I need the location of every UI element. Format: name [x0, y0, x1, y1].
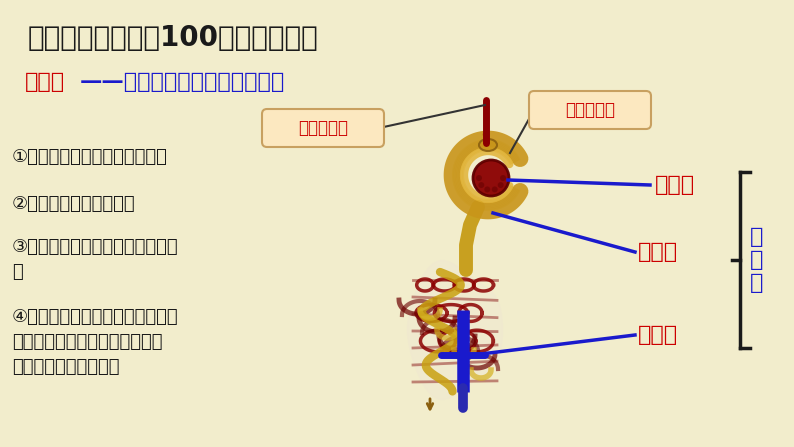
Text: 肾小管: 肾小管	[638, 325, 678, 345]
Circle shape	[476, 175, 482, 181]
Circle shape	[498, 182, 503, 188]
FancyBboxPatch shape	[529, 91, 651, 129]
Text: 肾小球: 肾小球	[655, 175, 695, 195]
Text: 入球小动脉: 入球小动脉	[298, 119, 348, 137]
Text: 肾小囊: 肾小囊	[638, 242, 678, 262]
Text: ③肾小球的两端叫什么？流什么血
？: ③肾小球的两端叫什么？流什么血 ？	[12, 238, 179, 281]
Text: ④肾小囊和肾小管组成的结构像什
么？经过肾小管周围的毛细血管
时血液发生什么变化？: ④肾小囊和肾小管组成的结构像什 么？经过肾小管周围的毛细血管 时血液发生什么变化…	[12, 308, 179, 376]
Text: 肾单位: 肾单位	[25, 72, 65, 92]
FancyBboxPatch shape	[262, 109, 384, 147]
Circle shape	[500, 175, 506, 181]
Text: ——肾脏结构和功能的基本单位: ——肾脏结构和功能的基本单位	[80, 72, 285, 92]
Ellipse shape	[479, 139, 497, 151]
Circle shape	[484, 186, 490, 192]
Text: ①肾的结构和功能单位是什么？: ①肾的结构和功能单位是什么？	[12, 148, 168, 166]
Text: 肾
单
位: 肾 单 位	[750, 227, 763, 293]
Circle shape	[491, 186, 498, 192]
Text: 每个肾脏包括大约100多万个肾单位: 每个肾脏包括大约100多万个肾单位	[28, 24, 318, 52]
Circle shape	[473, 160, 509, 196]
Text: 出球小动脉: 出球小动脉	[565, 101, 615, 119]
Text: ②肾单位由什么构成的？: ②肾单位由什么构成的？	[12, 195, 136, 213]
Circle shape	[478, 182, 484, 188]
Polygon shape	[407, 261, 503, 400]
